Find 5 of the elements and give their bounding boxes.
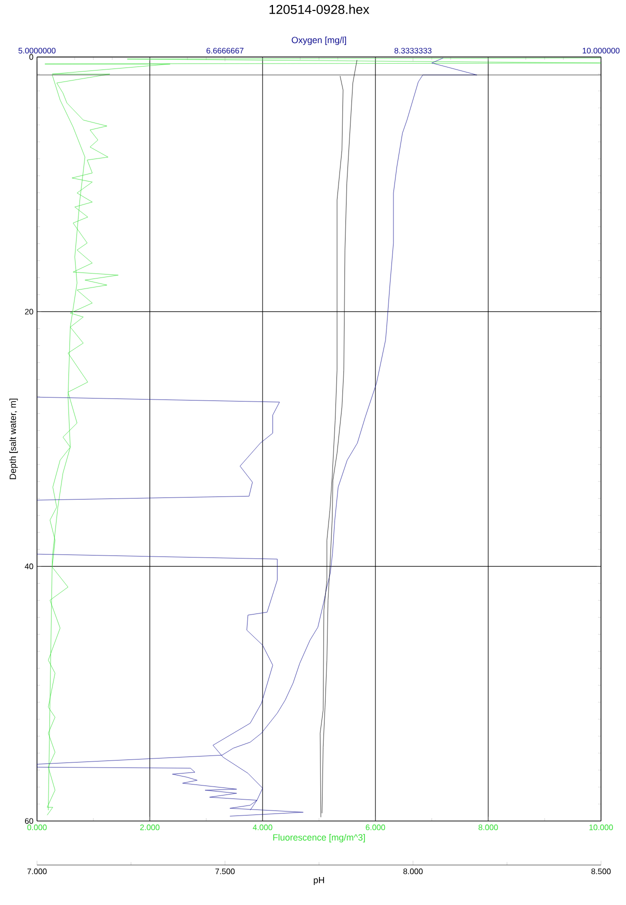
y-axis-title: Depth [salt water, m] (9, 398, 18, 480)
chart-title: 120514-0928.hex (270, 4, 370, 14)
x-axis-title: Fluorescence [mg/m^3] (273, 834, 365, 842)
x2-axis-title: Oxygen [mg/l] (292, 36, 346, 45)
x-axis-title: pH (314, 877, 324, 886)
